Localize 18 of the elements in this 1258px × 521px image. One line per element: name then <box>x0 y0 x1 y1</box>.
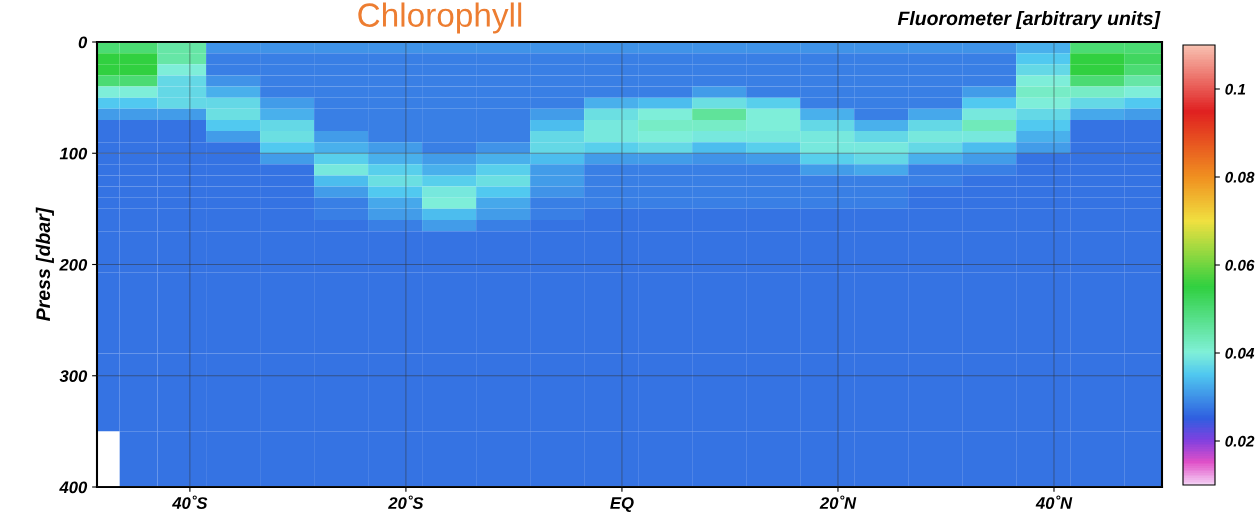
y-tick-label: 400 <box>59 481 88 494</box>
color-bar-title: Fluorometer [arbitrary units] <box>897 10 1161 30</box>
x-tick-label: 40˚N <box>1035 495 1073 509</box>
color-bar-label: 0.06 <box>1225 259 1255 271</box>
chart-title: Chlorophyll <box>358 2 522 34</box>
x-tick-label: 20˚S <box>388 495 424 509</box>
color-bar-label: 0.04 <box>1225 347 1255 359</box>
x-tick-label: EQ <box>610 497 634 513</box>
color-bar-label: 0.08 <box>1225 171 1255 183</box>
y-tick-label: 300 <box>59 370 88 382</box>
y-axis-title: Press [dbar] <box>35 207 54 321</box>
color-bar-label: 0.02 <box>1225 435 1255 447</box>
y-tick-label: 0 <box>78 36 88 49</box>
y-tick-label: 100 <box>59 147 88 160</box>
x-tick-label: 40˚S <box>172 495 208 509</box>
color-bar-label: 0.1 <box>1225 83 1246 95</box>
x-tick-label: 20˚N <box>819 495 857 509</box>
y-tick-label: 200 <box>59 258 88 271</box>
